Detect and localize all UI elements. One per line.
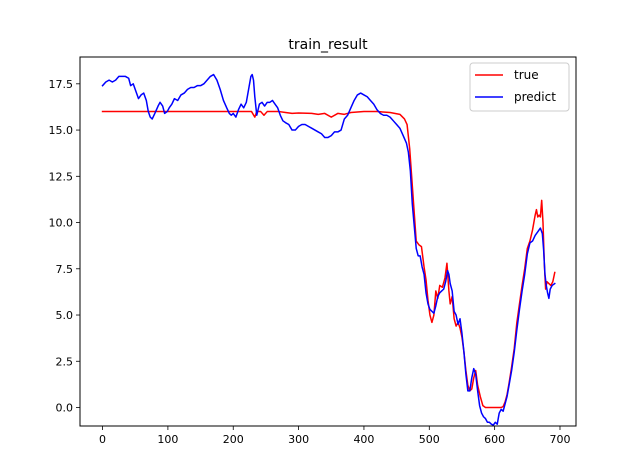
y-tick-label: 10.0 [49,217,74,230]
x-tick-label: 300 [288,433,309,446]
y-tick-label: 12.5 [49,170,74,183]
x-tick-label: 400 [353,433,374,446]
legend-label-predict: predict [514,90,556,104]
x-axis: 0 100 200 300 400 500 600 700 [99,426,570,446]
y-tick-label: 5.0 [56,309,74,322]
x-tick-label: 200 [223,433,244,446]
y-axis: 0.0 2.5 5.0 7.5 10.0 12.5 15.0 17.5 [49,78,80,415]
x-tick-label: 600 [484,433,505,446]
x-tick-label: 100 [157,433,178,446]
legend: true predict [469,62,570,112]
x-tick-label: 0 [99,433,106,446]
y-tick-label: 2.5 [56,355,74,368]
y-tick-label: 15.0 [49,124,74,137]
x-tick-label: 500 [419,433,440,446]
plot-area [101,73,556,426]
y-tick-label: 17.5 [49,78,74,91]
series-line-predict [101,73,556,426]
series-line-true [101,110,556,409]
chart-title: train_result [288,37,368,53]
legend-label-true: true [514,68,539,82]
axes-frame [79,56,577,427]
x-tick-label: 700 [549,433,570,446]
y-tick-label: 7.5 [56,263,74,276]
y-tick-label: 0.0 [56,402,74,415]
